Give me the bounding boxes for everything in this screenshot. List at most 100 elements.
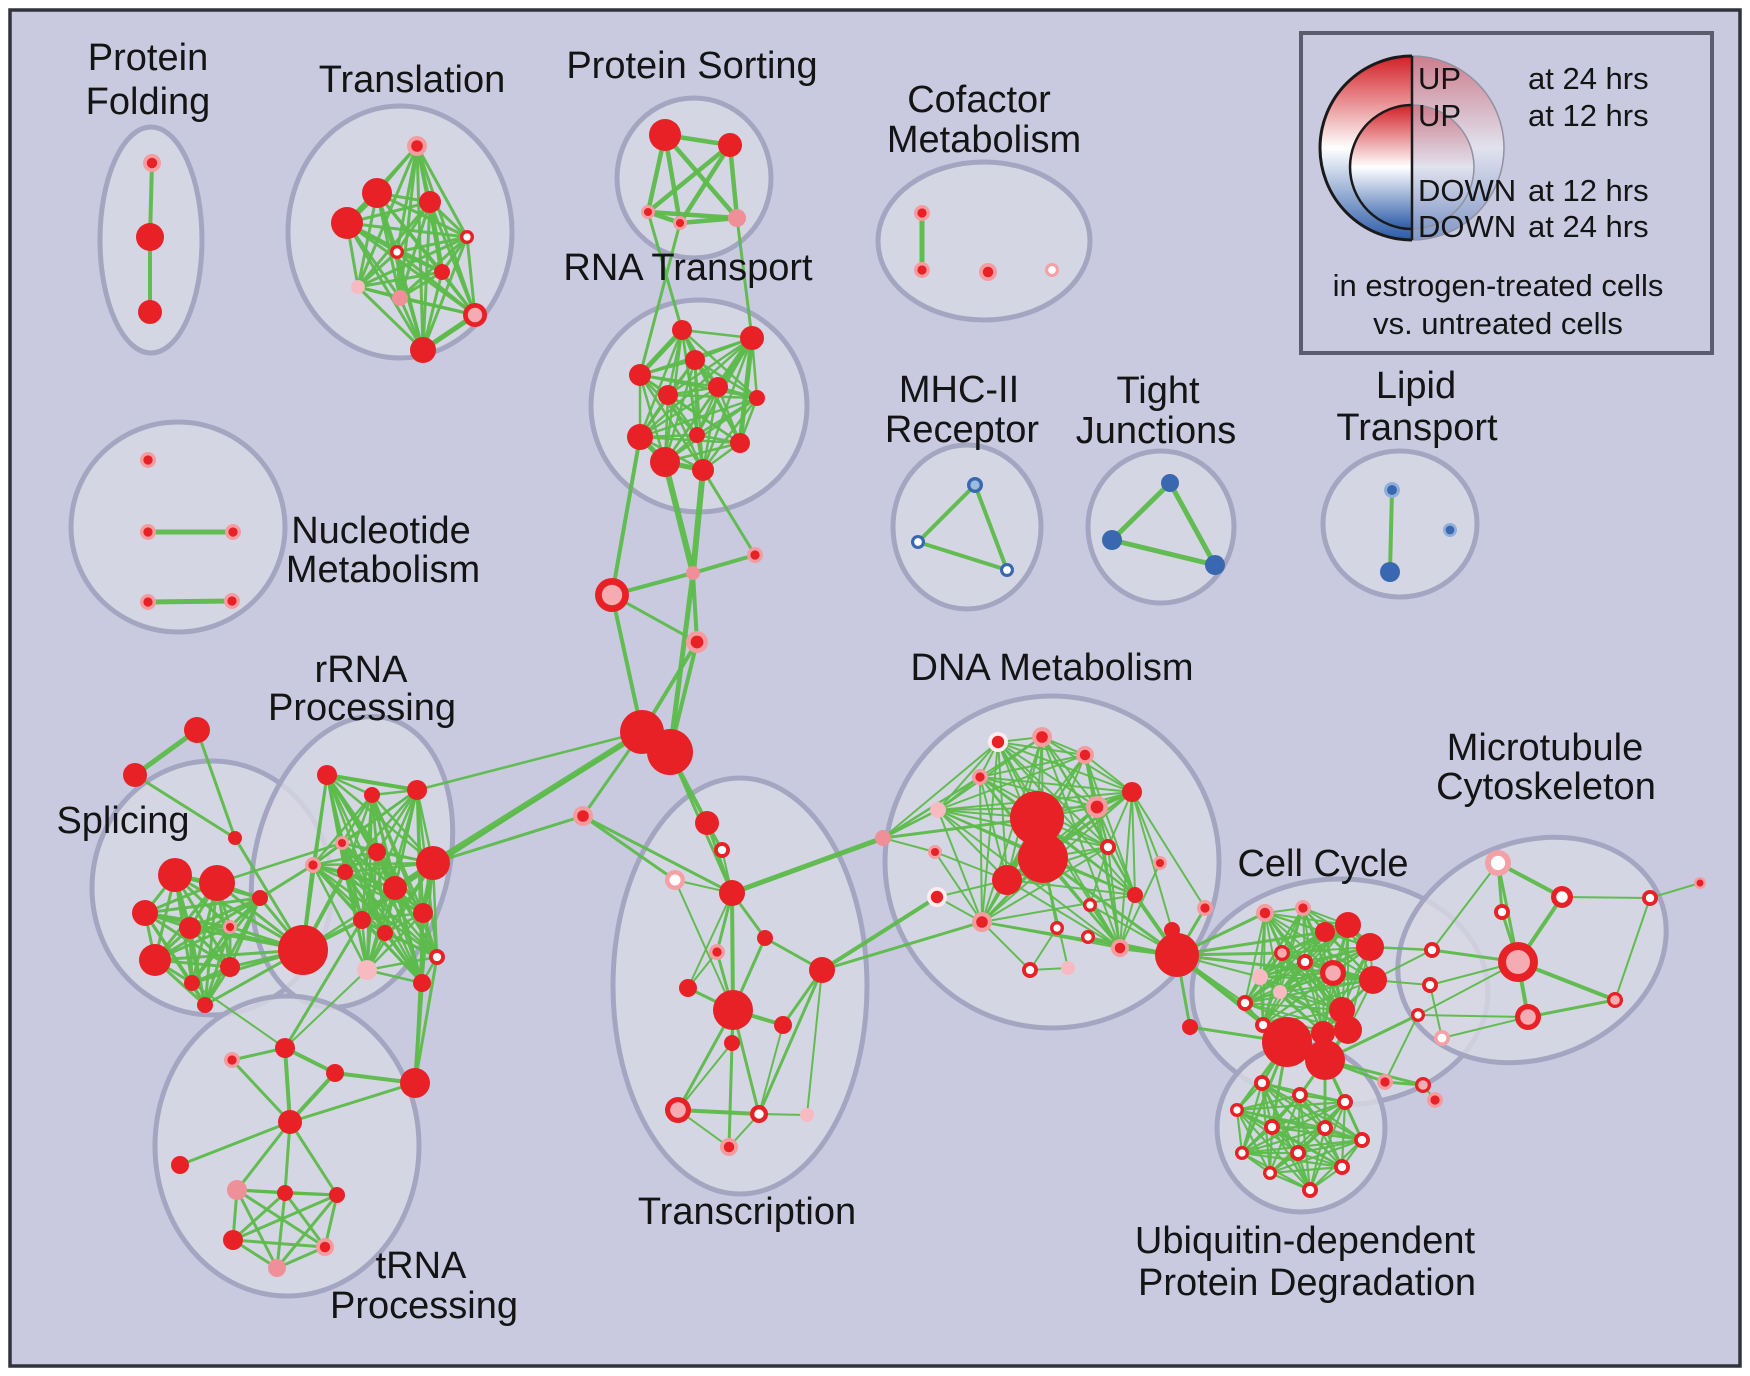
node-rt11 [650,447,680,477]
edge [288,1120,339,1197]
node-dm22 [1111,939,1129,957]
cluster-label-cell-cycle-line0: Cell Cycle [1237,843,1408,885]
node-nm2 [140,524,156,540]
edge [325,773,435,865]
edge [1167,480,1218,568]
edge [231,1238,327,1249]
node-dm4 [972,769,988,785]
edge [133,773,237,840]
node-rr3 [407,780,427,800]
node-tl4 [331,207,363,239]
edge [1131,791,1136,896]
legend-outer-arc-left [1318,54,1413,242]
edge [934,851,983,923]
node-dm5 [930,802,946,818]
cluster-label-cofactor-metabolism-line0: Cofactor [907,79,1051,121]
node-rt8 [627,424,653,450]
nodes-layer [123,119,1706,1277]
cluster-label-microtubule-cytoskeleton-line0: Microtubule [1447,727,1643,769]
cluster-label-nucleotide-metabolism-line1: Metabolism [286,549,480,591]
node-mh1 [967,477,983,493]
edge [143,896,262,915]
node-tl11 [410,337,436,363]
node-tr5 [757,930,773,946]
node-tl1 [407,136,427,156]
node-ub5 [1264,1119,1280,1135]
node-ps4 [673,216,687,230]
node-rt9 [689,427,705,443]
node-tn1 [275,1038,295,1058]
legend-dir-2: DOWN [1418,173,1516,208]
node-rt2 [740,326,764,350]
cluster-label-protein-folding-line1: Folding [86,81,211,123]
node-cc15 [1334,1016,1362,1044]
cluster-label-splicing-line0: Splicing [56,800,189,842]
node-tl8 [351,280,365,294]
node-mc2 [1551,886,1573,908]
edge [646,210,684,332]
node-tr4 [719,880,745,906]
edge [398,270,444,300]
node-cc4 [1335,912,1361,938]
cluster-protein-sorting [614,95,774,261]
edge [820,920,984,972]
edge [973,483,1009,572]
edge [1384,1014,1419,1083]
node-ub3 [1337,1094,1353,1110]
edge [288,1081,417,1124]
edge [806,969,823,1116]
node-tn3 [326,1064,344,1082]
node-dm3 [1076,746,1094,764]
edge [729,835,886,896]
edge [1240,1126,1327,1155]
edge [235,1120,292,1192]
edge [356,191,379,289]
edge [421,270,444,352]
node-nm3 [225,524,241,540]
node-tr2 [714,842,730,858]
node-tn10 [268,1259,286,1277]
node-tr16 [573,806,593,826]
node-rt1 [672,320,692,340]
node-sphub [278,925,328,975]
node-dm11 [992,865,1022,895]
node-sp4 [179,917,201,939]
node-nm4 [140,594,156,610]
edge [937,736,1043,811]
cluster-label-microtubule-cytoskeleton-line1: Cytoskeleton [1436,766,1656,808]
node-dm14 [927,887,947,907]
node-tr6 [709,944,725,960]
edge [610,593,644,734]
edge [383,931,424,985]
node-mc11 [1694,877,1706,889]
legend-time-0: at 24 hrs [1528,61,1649,96]
edge [677,215,740,226]
node-tr1 [695,811,719,835]
node-tl3 [419,191,441,213]
edge [581,814,734,895]
edge [1006,879,1121,949]
node-rt5 [708,377,728,397]
node-tn9 [316,1238,334,1256]
node-ub7 [1354,1132,1370,1148]
node-cn4 [686,631,708,653]
node-dm24 [1197,900,1213,916]
node-tj2 [1102,530,1122,550]
node-sp7 [184,975,200,991]
edge [1259,976,1264,1026]
legend-dir-0: UP [1418,61,1461,96]
edge [383,931,439,959]
edge [395,235,469,254]
edge [981,894,1136,923]
edge [1429,984,1443,1039]
cluster-transcription [610,775,870,1197]
node-cf1 [914,205,930,221]
node-rr7 [368,843,386,861]
edge [145,598,235,605]
edge [1107,791,1133,848]
node-tn2 [224,1052,240,1068]
node-dm7 [1086,796,1108,818]
cluster-label-translation-line0: Translation [319,59,506,101]
node-nm5 [224,593,240,609]
